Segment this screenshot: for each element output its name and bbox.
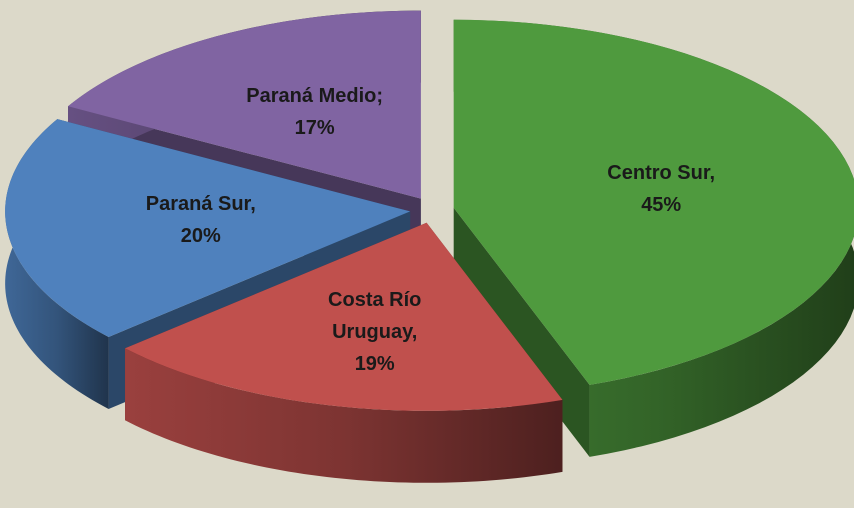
slice-wall	[125, 348, 563, 483]
pie-slice	[453, 19, 854, 385]
slice-label: Centro Sur, 45%	[581, 157, 741, 221]
category-label: Paraná Medio;	[246, 85, 383, 108]
slice-label: Paraná Sur, 20%	[121, 188, 281, 252]
value-label: 45%	[641, 194, 682, 217]
pie-slice	[125, 222, 563, 411]
pie-slice	[5, 119, 411, 337]
value-label: 17%	[294, 117, 335, 140]
slice-label: Paraná Medio; 17%	[235, 80, 395, 144]
category-label: Costa Río Uruguay,	[328, 288, 422, 343]
slice-label: Costa Río Uruguay, 19%	[295, 284, 455, 380]
value-label: 19%	[354, 352, 395, 375]
category-label: Centro Sur,	[607, 162, 716, 185]
value-label: 20%	[180, 225, 221, 248]
pie-slice	[68, 10, 421, 199]
category-label: Paraná Sur,	[145, 193, 256, 216]
